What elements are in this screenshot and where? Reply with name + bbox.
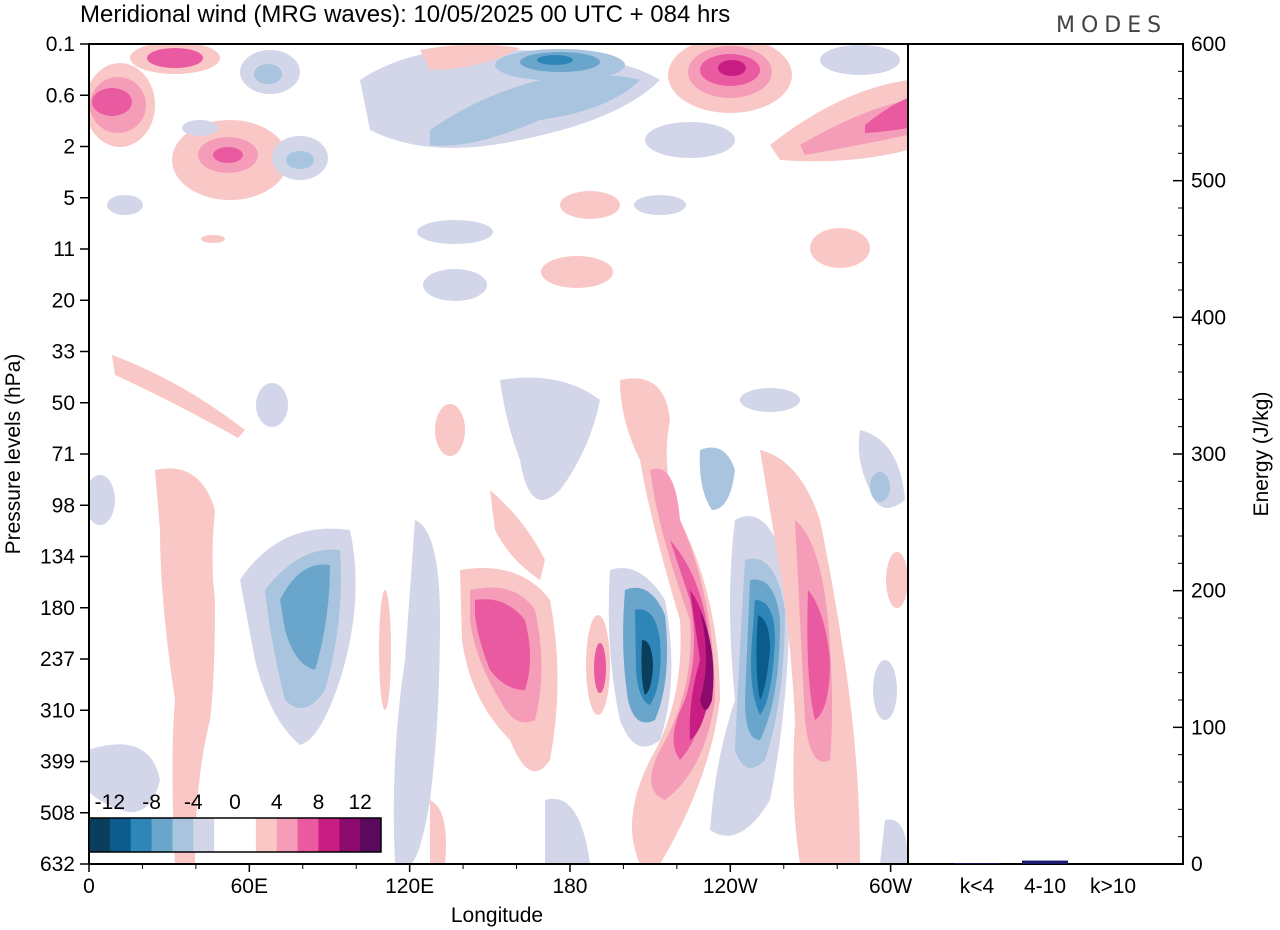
colorbar-label: -8	[142, 791, 161, 814]
pressure-tick-label: 5	[63, 187, 75, 210]
longitude-tick-label: 180	[552, 875, 587, 898]
pressure-tick-label: 33	[52, 341, 75, 364]
colorbar-swatch	[89, 818, 111, 852]
colorbar-swatch	[297, 818, 319, 852]
colorbar-label: 0	[229, 791, 241, 814]
x-axis-label: Longitude	[451, 904, 543, 927]
energy-category-label: 4-10	[1024, 875, 1066, 898]
pressure-tick-label: 632	[40, 853, 75, 876]
energy-frame	[907, 43, 1184, 865]
wind-contour-field	[89, 44, 908, 864]
pressure-axis: 0.1 0.6 2 5 11 20 33 50 71 98 134 180 237 310 399 508 63…	[40, 33, 89, 876]
pressure-tick-label: 134	[40, 546, 75, 569]
colorbar-swatch	[318, 818, 340, 852]
colorbar-swatch	[339, 818, 361, 852]
energy-bars	[954, 860, 1068, 864]
colorbar: -12 -8 -4 0 4 8 12	[88, 791, 382, 853]
longitude-tick-label: 60W	[869, 875, 912, 898]
pressure-tick-label: 71	[52, 443, 75, 466]
longitude-tick-label: 120E	[385, 875, 434, 898]
energy-tick-label: 0	[1191, 853, 1203, 876]
pressure-tick-label: 399	[40, 751, 75, 774]
lower-contours	[89, 378, 908, 864]
energy-category-label: k>10	[1090, 875, 1136, 898]
pressure-tick-label: 0.1	[46, 33, 75, 56]
pressure-tick-label: 50	[52, 392, 75, 415]
colorbar-label: 4	[271, 791, 283, 814]
colorbar-swatch	[151, 818, 173, 852]
colorbar-frame	[88, 817, 382, 853]
colorbar-swatch	[193, 818, 215, 852]
energy-category-label: k<4	[960, 875, 995, 898]
pressure-tick-label: 237	[40, 648, 75, 671]
colorbar-label: 8	[313, 791, 325, 814]
energy-axis-label: Energy (J/kg)	[1250, 392, 1273, 517]
pressure-tick-label: 11	[53, 238, 75, 261]
colorbar-swatch	[276, 818, 299, 852]
modes-logo: MODES	[1056, 13, 1167, 38]
upper-contours	[89, 44, 908, 301]
longitude-axis: 0 60E 120E 180 120W 60W	[83, 864, 912, 898]
energy-tick-label: 200	[1191, 580, 1226, 603]
energy-axis: 0 100 200 300 400 500 600	[1173, 33, 1226, 876]
colorbar-swatch	[255, 818, 278, 852]
longitude-tick-label: 120W	[703, 875, 758, 898]
colorbar-swatch	[172, 818, 194, 852]
longitude-tick-label: 60E	[231, 875, 268, 898]
colorbar-swatch	[109, 818, 132, 852]
colorbar-swatch	[214, 818, 236, 852]
colorbar-label: -4	[184, 791, 203, 814]
energy-bar	[1022, 860, 1068, 864]
longitude-tick-label: 0	[83, 875, 95, 898]
pressure-tick-label: 2	[63, 136, 75, 159]
energy-tick-label: 500	[1191, 170, 1226, 193]
pressure-tick-label: 310	[40, 699, 75, 722]
energy-bar	[954, 863, 1000, 864]
pressure-tick-label: 98	[52, 494, 75, 517]
energy-tick-label: 100	[1191, 716, 1226, 739]
pressure-tick-label: 0.6	[46, 84, 75, 107]
energy-tick-label: 600	[1191, 33, 1226, 56]
pressure-tick-label: 508	[40, 802, 75, 825]
middle-contours	[112, 355, 800, 500]
energy-category-labels: k<4 4-10 k>10	[960, 875, 1136, 898]
chart-title: Meridional wind (MRG waves): 10/05/2025 …	[80, 1, 730, 28]
colorbar-swatch	[130, 818, 153, 852]
colorbar-label: 12	[348, 791, 371, 814]
pressure-tick-label: 20	[52, 289, 75, 312]
y-axis-label: Pressure levels (hPa)	[2, 354, 25, 555]
colorbar-label: -12	[95, 791, 125, 814]
energy-tick-label: 300	[1191, 443, 1226, 466]
energy-tick-label: 400	[1191, 306, 1226, 329]
pressure-tick-label: 180	[40, 597, 75, 620]
colorbar-swatch	[235, 818, 257, 852]
colorbar-swatch	[360, 818, 382, 852]
